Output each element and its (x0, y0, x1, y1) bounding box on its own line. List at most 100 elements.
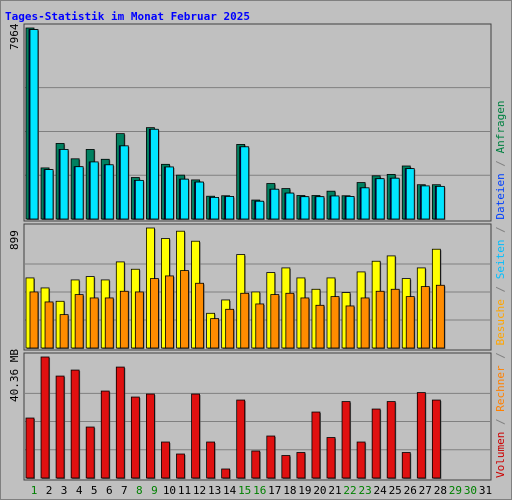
bar-volumen-day-14 (221, 468, 231, 479)
bar-volumen-day-3 (55, 375, 65, 479)
day-label-2: 2 (46, 484, 53, 497)
day-label-17: 17 (268, 484, 281, 497)
bar-volumen-day-8 (130, 396, 140, 479)
bar-volumen-day-18 (281, 455, 291, 479)
bar-rechner-day-15 (240, 292, 250, 349)
bar-rechner-day-17 (270, 294, 280, 349)
day-label-6: 6 (106, 484, 113, 497)
bar-seiten-day-9 (149, 128, 159, 220)
day-label-30: 30 (464, 484, 477, 497)
bar-rechner-day-28 (435, 284, 445, 349)
day-label-23: 23 (358, 484, 371, 497)
day-label-28: 28 (434, 484, 447, 497)
bar-volumen-day-19 (296, 452, 306, 479)
day-label-24: 24 (374, 484, 388, 497)
bar-rechner-day-11 (180, 270, 189, 349)
bar-volumen-day-10 (161, 441, 170, 479)
bar-volumen-day-11 (176, 453, 185, 479)
day-label-26: 26 (404, 484, 417, 497)
bar-volumen-day-6 (100, 390, 110, 479)
day-label-9: 9 (151, 484, 158, 497)
day-label-16: 16 (253, 484, 266, 497)
day-label-31: 31 (479, 484, 492, 497)
right-legend-part-8: Dateien (494, 173, 507, 219)
bar-seiten-day-4 (74, 166, 84, 220)
bar-seiten-day-17 (270, 188, 280, 220)
bar-rechner-day-22 (345, 305, 355, 349)
bar-rechner-day-19 (300, 297, 310, 349)
bar-rechner-day-18 (285, 292, 295, 349)
day-label-18: 18 (283, 484, 296, 497)
chart-title: Tages-Statistik im Monat Februar 2025 (5, 10, 251, 23)
bar-seiten-day-12 (195, 181, 204, 220)
bar-volumen-day-21 (326, 437, 336, 479)
bar-volumen-day-22 (341, 401, 351, 479)
bar-seiten-day-21 (330, 195, 340, 220)
bar-rechner-day-5 (89, 297, 99, 349)
day-label-10: 10 (163, 484, 176, 497)
bar-rechner-day-7 (119, 290, 129, 349)
bar-rechner-day-1 (29, 291, 39, 349)
bar-volumen-day-28 (431, 399, 441, 479)
day-label-12: 12 (193, 484, 206, 497)
bar-volumen-day-24 (371, 408, 381, 479)
bar-rechner-day-9 (149, 278, 159, 349)
bar-volumen-day-15 (236, 399, 246, 479)
bar-seiten-day-20 (315, 196, 325, 220)
panel-3-max-label: 40.36 MB (8, 349, 21, 402)
bar-seiten-day-7 (119, 145, 129, 220)
day-label-14: 14 (223, 484, 237, 497)
bar-seiten-day-11 (180, 178, 189, 220)
bar-seiten-day-8 (134, 179, 144, 220)
bar-volumen-day-1 (25, 417, 35, 479)
day-label-5: 5 (91, 484, 98, 497)
bar-volumen-day-25 (386, 401, 396, 479)
day-label-27: 27 (419, 484, 432, 497)
bar-seiten-day-14 (225, 196, 235, 220)
day-label-8: 8 (136, 484, 143, 497)
bar-seiten-day-28 (435, 185, 445, 220)
bar-seiten-day-26 (405, 168, 415, 220)
right-legend-part-10: Anfragen (494, 100, 507, 153)
bar-seiten-day-22 (345, 196, 355, 220)
right-legend-part-1: / (494, 412, 507, 432)
bar-seiten-day-18 (285, 192, 295, 220)
right-legend-part-6: Seiten (494, 240, 507, 280)
panel-2-max-label: 899 (8, 230, 21, 250)
bar-seiten-day-1 (29, 29, 39, 220)
bar-volumen-day-27 (416, 392, 426, 479)
bar-rechner-day-26 (405, 296, 415, 349)
right-legend-part-2: Rechner (494, 365, 507, 412)
bar-seiten-day-23 (360, 187, 370, 220)
bar-volumen-day-20 (311, 411, 321, 479)
day-label-11: 11 (178, 484, 191, 497)
bar-volumen-day-23 (356, 441, 366, 479)
bar-rechner-day-3 (59, 314, 69, 349)
bar-seiten-day-16 (255, 200, 265, 220)
bar-rechner-day-8 (134, 291, 144, 349)
bar-volumen-day-13 (206, 441, 216, 479)
bar-volumen-day-16 (251, 450, 261, 479)
day-label-15: 15 (238, 484, 251, 497)
bar-rechner-day-23 (360, 297, 370, 349)
right-legend-part-5: / (494, 279, 507, 299)
bar-seiten-day-27 (420, 185, 430, 220)
bar-seiten-day-3 (59, 149, 69, 220)
bar-rechner-day-21 (330, 296, 340, 349)
bar-volumen-day-4 (70, 369, 80, 479)
bar-seiten-day-6 (104, 164, 114, 220)
bar-seiten-day-19 (300, 196, 310, 220)
bar-seiten-day-13 (210, 197, 220, 220)
bar-volumen-day-17 (266, 435, 276, 479)
bar-rechner-day-4 (74, 294, 84, 349)
right-legend-part-4: Besuche (494, 299, 507, 345)
day-label-19: 19 (298, 484, 311, 497)
bar-rechner-day-14 (225, 308, 235, 349)
bar-volumen-day-7 (115, 366, 125, 479)
day-label-3: 3 (61, 484, 68, 497)
right-legend-part-3: / (494, 346, 507, 366)
bar-rechner-day-24 (375, 290, 385, 349)
bar-volumen-day-9 (145, 393, 155, 479)
day-label-25: 25 (389, 484, 402, 497)
